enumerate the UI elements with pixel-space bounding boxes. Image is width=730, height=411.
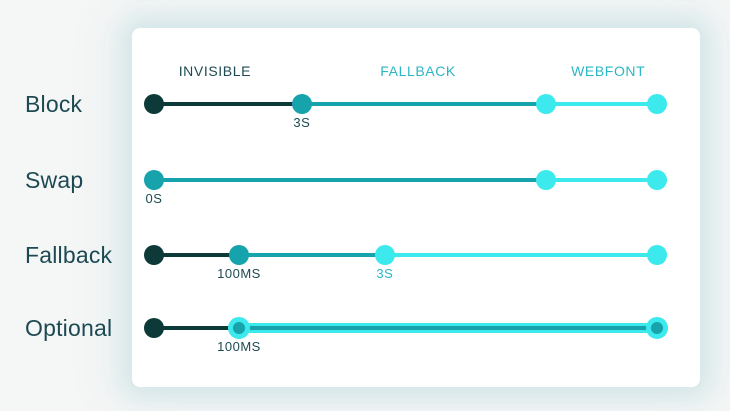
time-label: 0S [145,191,163,206]
milestone-dot-teal [291,94,312,114]
milestone-dot-cyan [535,94,556,114]
milestone-dot-teal [144,170,164,190]
row-label-optional: Optional [25,315,113,341]
row-label-block: Block [25,91,83,117]
timeline-segment-dark [154,326,239,330]
phase-header-fallback: FALLBACK [380,63,456,79]
timeline-segment-dark [154,102,302,106]
milestone-dot-ring [228,317,250,339]
milestone-dot-dark [144,94,164,114]
milestone-dot-cyan [647,94,667,114]
timeline-segment-cyan [545,102,657,106]
row-label-fallback: Fallback [25,242,113,268]
timeline-segment-dark [154,253,239,257]
milestone-dot-cyan [535,170,556,190]
row-label-swap: Swap [25,167,84,193]
timeline-card: INVISIBLE FALLBACK WEBFONT 3S 0S 100MS 3S 100M… [132,28,700,387]
timeline-segment-combo-core [241,326,655,330]
milestone-dot-dark [144,245,164,265]
milestone-dot-dark [144,318,164,338]
time-label: 100MS [217,266,261,281]
timeline-segment-teal [239,253,385,257]
milestone-dot-teal [229,245,249,265]
time-label: 3S [293,115,311,130]
milestone-dot-cyan [647,245,667,265]
phase-header-webfont: WEBFONT [571,63,646,79]
timeline-segment-cyan [384,253,657,257]
phase-headers: INVISIBLE FALLBACK WEBFONT [154,63,657,79]
milestone-dot-cyan [374,245,395,265]
timeline-segment-cyan [545,178,657,182]
phase-header-invisible: INVISIBLE [178,63,252,79]
milestone-dot-ring [646,317,668,339]
milestone-dot-cyan [647,170,667,190]
time-label: 3S [376,266,394,281]
timeline-segment-teal [301,102,546,106]
timeline-segment-teal [154,178,546,182]
timeline-segment-combo [239,323,657,333]
time-label: 100MS [217,339,261,354]
